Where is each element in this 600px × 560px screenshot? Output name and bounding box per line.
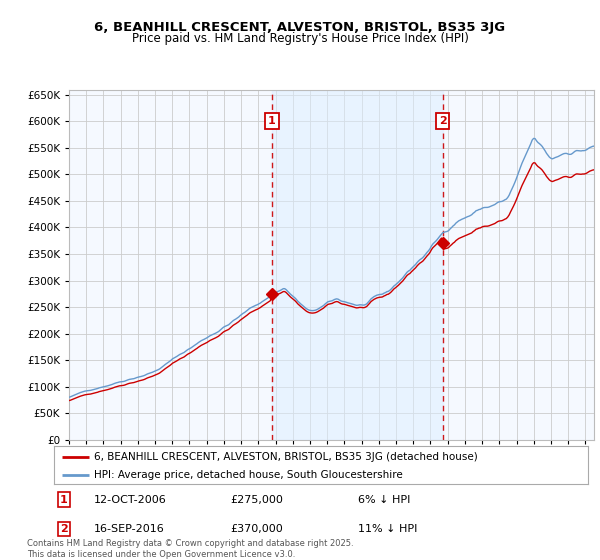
- Text: 6% ↓ HPI: 6% ↓ HPI: [358, 494, 411, 505]
- Text: Contains HM Land Registry data © Crown copyright and database right 2025.
This d: Contains HM Land Registry data © Crown c…: [27, 539, 353, 559]
- Text: 6, BEANHILL CRESCENT, ALVESTON, BRISTOL, BS35 3JG: 6, BEANHILL CRESCENT, ALVESTON, BRISTOL,…: [94, 21, 506, 34]
- Text: 12-OCT-2006: 12-OCT-2006: [94, 494, 167, 505]
- Text: 1: 1: [268, 116, 276, 126]
- Text: 2: 2: [60, 524, 67, 534]
- Text: 2: 2: [439, 116, 446, 126]
- Text: 6, BEANHILL CRESCENT, ALVESTON, BRISTOL, BS35 3JG (detached house): 6, BEANHILL CRESCENT, ALVESTON, BRISTOL,…: [94, 452, 478, 462]
- Text: 1: 1: [60, 494, 67, 505]
- Text: 16-SEP-2016: 16-SEP-2016: [94, 524, 165, 534]
- Text: 11% ↓ HPI: 11% ↓ HPI: [358, 524, 418, 534]
- Text: £275,000: £275,000: [230, 494, 283, 505]
- Text: HPI: Average price, detached house, South Gloucestershire: HPI: Average price, detached house, Sout…: [94, 470, 403, 480]
- Text: £370,000: £370,000: [230, 524, 283, 534]
- Text: Price paid vs. HM Land Registry's House Price Index (HPI): Price paid vs. HM Land Registry's House …: [131, 32, 469, 45]
- Bar: [272, 90, 443, 440]
